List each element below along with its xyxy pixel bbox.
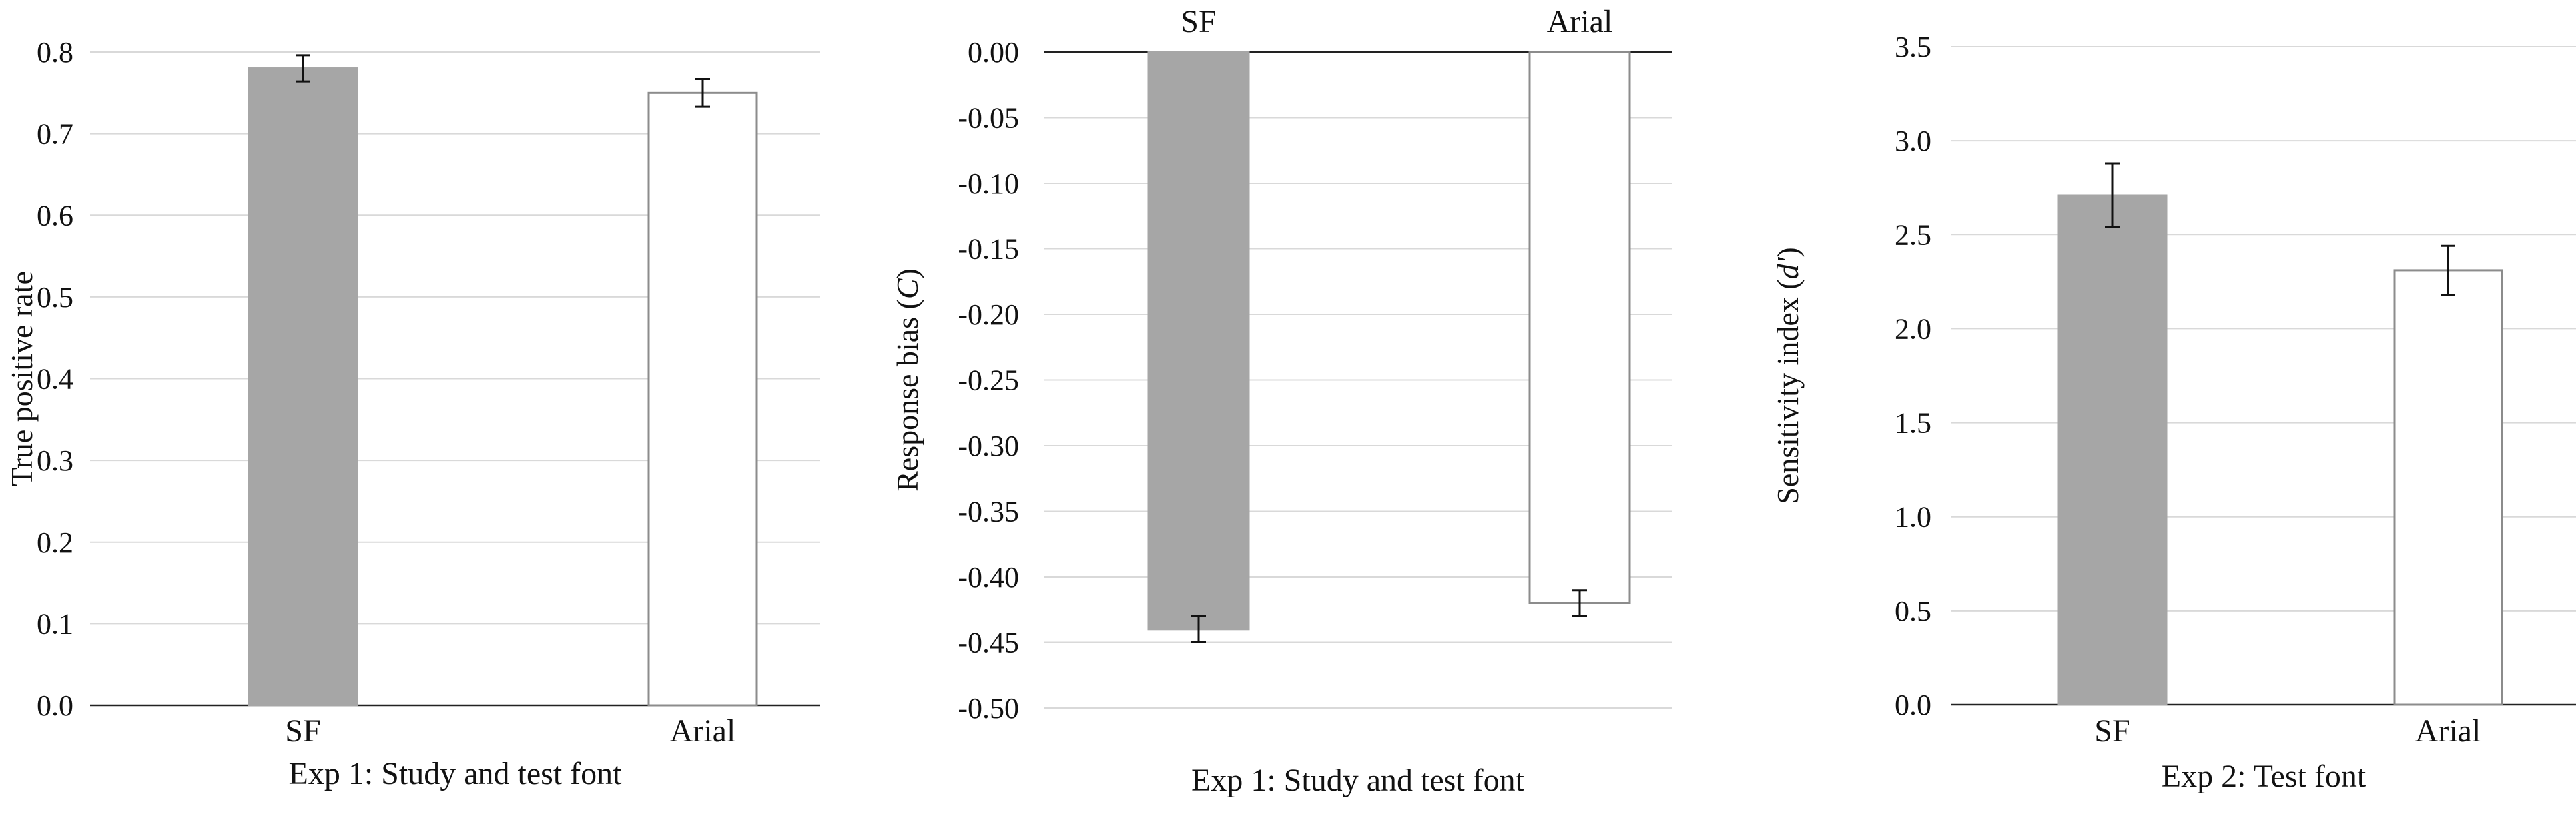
bar-arial — [647, 91, 758, 707]
y-tick-label: -0.40 — [958, 561, 1019, 594]
y-axis-title: Response bias (C) — [890, 268, 924, 492]
y-tick-label: 0.00 — [968, 36, 1019, 69]
y-tick-label: -0.30 — [958, 430, 1019, 462]
y-tick-label: 0.7 — [37, 118, 73, 151]
y-tick-label: -0.15 — [958, 233, 1019, 266]
category-label: Arial — [2415, 713, 2481, 749]
bar-sf — [2057, 194, 2168, 706]
category-label: SF — [285, 713, 320, 749]
error-bar-sf — [296, 54, 310, 83]
error-bar-sf — [1191, 615, 1206, 643]
y-tick-label: 1.5 — [1895, 407, 1931, 440]
category-label: SF — [1181, 4, 1216, 39]
bar-sf — [248, 67, 358, 707]
y-axis-title: Sensitivity index (d') — [1771, 247, 1805, 504]
x-axis-title: Exp 1: Study and test font — [289, 756, 623, 791]
bar-sf — [1147, 51, 1250, 631]
y-tick-label: -0.50 — [958, 692, 1019, 725]
y-tick-label: -0.35 — [958, 496, 1019, 528]
y-tick-label: 0.2 — [37, 526, 73, 559]
y-tick-label: 0.4 — [37, 363, 73, 396]
y-tick-label: 0.5 — [1895, 595, 1931, 627]
y-axis-title: True positive rate — [5, 271, 39, 486]
error-bar-arial — [695, 77, 710, 108]
x-axis-title: Exp 2: Test font — [2162, 759, 2366, 794]
y-tick-label: 3.5 — [1895, 31, 1931, 63]
y-tick-label: 2.5 — [1895, 218, 1931, 251]
y-tick-label: 0.6 — [37, 199, 73, 232]
x-axis-title: Exp 1: Study and test font — [1191, 763, 1525, 798]
panel-response-bias: 0.00 -0.05 -0.10 -0.15 -0.20 -0.25 -0.30 -0.35 -… — [890, 4, 1672, 798]
y-tick-label: 0.0 — [37, 689, 73, 722]
y-tick-label: 3.0 — [1895, 125, 1931, 157]
category-label: SF — [2094, 713, 2130, 749]
y-tick-label: -0.45 — [958, 627, 1019, 659]
y-tick-label: -0.20 — [958, 298, 1019, 331]
y-tick-label: -0.05 — [958, 102, 1019, 135]
panel-true-positive-rate: 0.0 0.1 0.2 0.3 0.4 0.5 0.6 0.7 0.8 SF Arial Exp 1:… — [5, 36, 820, 791]
error-bar-sf — [2105, 162, 2120, 228]
panel-sensitivity-index: 0.0 0.5 1.0 1.5 2.0 2.5 3.0 3.5 SF Arial Exp 2: Te… — [1771, 31, 2576, 794]
y-tick-label: -0.10 — [958, 167, 1019, 200]
bar-arial — [1528, 51, 1631, 604]
y-tick-label: -0.25 — [958, 364, 1019, 397]
y-tick-label: 0.0 — [1895, 689, 1931, 721]
y-tick-label: 2.0 — [1895, 312, 1931, 345]
category-label: Arial — [1547, 4, 1613, 39]
bar-arial — [2393, 269, 2503, 706]
error-bar-arial — [1572, 589, 1587, 617]
y-tick-label: 0.3 — [37, 444, 73, 477]
y-tick-label: 0.8 — [37, 36, 73, 69]
category-label: Arial — [670, 713, 736, 749]
error-bar-arial — [2441, 244, 2455, 296]
y-tick-label: 1.0 — [1895, 501, 1931, 534]
y-tick-label: 0.1 — [37, 608, 73, 640]
y-tick-label: 0.5 — [37, 281, 73, 314]
